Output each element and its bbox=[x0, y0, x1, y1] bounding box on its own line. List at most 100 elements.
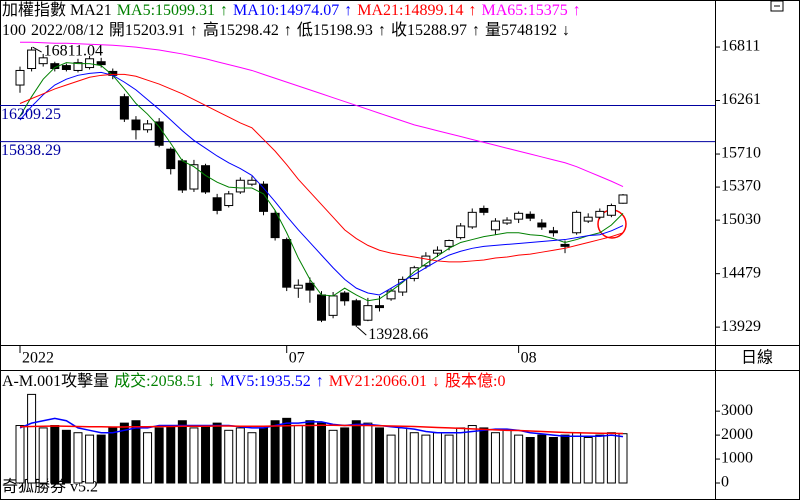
legend-entry: MV21:2066.01 bbox=[328, 373, 428, 390]
candle-body bbox=[409, 267, 419, 279]
info-item: 收15288.97 bbox=[390, 22, 467, 39]
volume-bar bbox=[177, 420, 187, 484]
candle-body bbox=[259, 183, 269, 212]
candle-body bbox=[270, 212, 280, 239]
volume-arrow: ↓ bbox=[207, 373, 216, 390]
legend-arrow: ↑ bbox=[220, 2, 229, 19]
candle-body bbox=[340, 292, 350, 302]
volume-bar bbox=[514, 434, 524, 484]
info-item: ↑ bbox=[283, 22, 292, 39]
info-item: ↑ bbox=[471, 22, 480, 39]
volume-bar bbox=[73, 432, 83, 484]
candle-body bbox=[73, 62, 83, 71]
candle-body bbox=[177, 160, 187, 191]
reference-label: 16209.25 bbox=[1, 106, 61, 123]
volume-bar bbox=[363, 422, 373, 484]
info-item: 高15298.42 bbox=[202, 22, 279, 39]
volume-bar bbox=[224, 429, 234, 484]
candle-body bbox=[131, 119, 141, 131]
volume-bar bbox=[351, 420, 361, 484]
volume-bar bbox=[96, 434, 106, 484]
candle-body bbox=[606, 205, 616, 216]
volume-bar bbox=[560, 434, 570, 484]
y-tick-label: 15030 bbox=[721, 211, 761, 228]
y-tick-label: 2000 bbox=[721, 426, 753, 443]
volume-bar bbox=[595, 434, 605, 484]
ma-line bbox=[19, 71, 624, 296]
volume-bar bbox=[27, 393, 37, 484]
legend-arrow: ↓ bbox=[432, 373, 441, 390]
candle-body bbox=[282, 239, 292, 288]
volume-bar bbox=[235, 427, 245, 484]
legend-entry: MA65:15375 bbox=[481, 2, 568, 19]
candle-body bbox=[235, 179, 245, 193]
candle-body bbox=[351, 300, 361, 326]
y-tick-label: 16811 bbox=[721, 38, 760, 55]
reference-label: 15838.29 bbox=[1, 142, 61, 159]
candle-body bbox=[525, 213, 535, 219]
y-tick-label: 13929 bbox=[721, 318, 761, 335]
volume-bar bbox=[548, 437, 558, 484]
volume-bar bbox=[340, 427, 350, 484]
x-tick-label: 08 bbox=[521, 350, 537, 367]
candle-body bbox=[444, 240, 454, 247]
y-tick-label: 3000 bbox=[721, 402, 753, 419]
volume-bar bbox=[119, 422, 129, 484]
candle-body bbox=[432, 249, 442, 254]
candle-body bbox=[479, 207, 489, 213]
candles bbox=[0, 41, 715, 328]
candle-body bbox=[247, 179, 257, 185]
volume-bar bbox=[398, 427, 408, 484]
volume-bar bbox=[456, 427, 466, 484]
legend-entry: MA21:14899.14 bbox=[357, 2, 464, 19]
info-header: 100 2022/08/12 開15203.91 ↑ 高15298.42 ↑ 低15198.… bbox=[2, 21, 715, 40]
candle-body bbox=[143, 123, 153, 131]
volume-bar bbox=[490, 432, 500, 484]
candle-body bbox=[317, 294, 326, 321]
candle-body bbox=[189, 164, 199, 190]
annotation-pointer bbox=[32, 46, 42, 53]
volume-bar bbox=[143, 432, 153, 484]
volume-bar bbox=[479, 427, 489, 484]
volume-bar bbox=[259, 427, 269, 484]
candle-body bbox=[38, 57, 48, 65]
y-tick-label: 0 bbox=[721, 474, 729, 491]
volume-bar bbox=[247, 432, 257, 484]
candle-body bbox=[548, 230, 558, 234]
info-item: 2022/08/12 bbox=[31, 22, 104, 39]
volume-bar bbox=[85, 434, 95, 484]
period-label: 日線 bbox=[741, 349, 773, 367]
mv-line bbox=[19, 424, 624, 435]
candle-body bbox=[96, 61, 106, 66]
volume-bar bbox=[50, 425, 60, 484]
ma-line bbox=[19, 62, 624, 302]
candle-body bbox=[583, 216, 593, 222]
candle-body bbox=[490, 220, 500, 231]
candle-body bbox=[572, 211, 582, 234]
x-tick-label: 07 bbox=[289, 350, 305, 367]
volume-bar bbox=[317, 422, 326, 484]
ma-header: 加權指數 MA21 MA5:15099.31 ↑ MA10:14974.07 ↑ MA21… bbox=[2, 1, 715, 20]
volume-bar bbox=[583, 437, 593, 484]
info-item: ↓ bbox=[561, 22, 570, 39]
candle-body bbox=[293, 284, 303, 289]
candle-body bbox=[119, 96, 129, 120]
candle-body bbox=[166, 148, 176, 170]
legend-entry: MA10:14974.07 bbox=[233, 2, 340, 19]
volume-bar bbox=[270, 420, 280, 484]
volume-bar bbox=[421, 434, 431, 484]
y-tick-label: 15370 bbox=[721, 178, 761, 195]
volume-bar bbox=[282, 417, 292, 484]
annotation-label: 16811.04 bbox=[44, 43, 103, 60]
extra-label: 股本億:0 bbox=[445, 373, 506, 390]
candle-body bbox=[514, 212, 524, 220]
candle-body bbox=[502, 219, 512, 224]
legend-arrow: ↑ bbox=[344, 2, 353, 19]
volume-bar bbox=[374, 427, 384, 484]
info-item: 100 bbox=[2, 22, 26, 39]
legend-entry: MA5:15099.31 bbox=[116, 2, 216, 19]
volume-bar bbox=[108, 427, 118, 484]
volume-bar bbox=[154, 427, 164, 484]
volume-bar bbox=[212, 422, 222, 484]
